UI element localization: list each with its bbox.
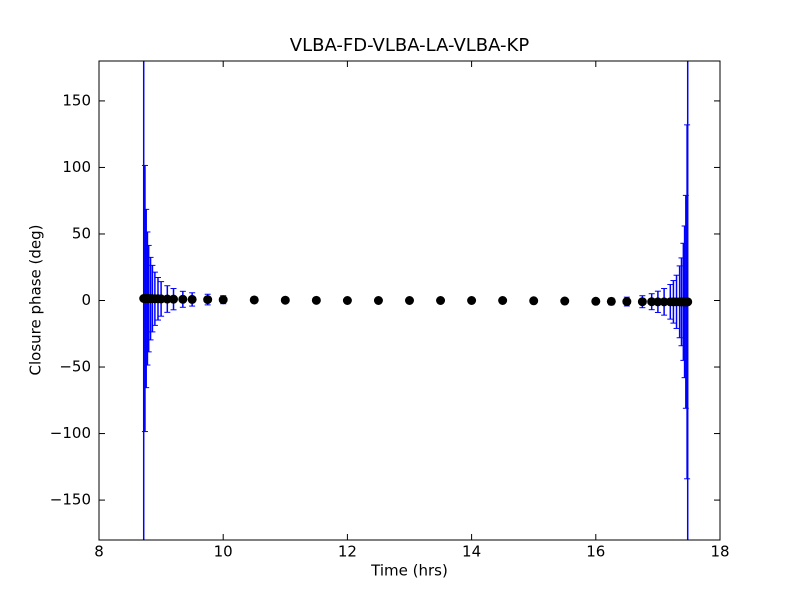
data-point <box>169 294 179 304</box>
data-point <box>529 296 539 306</box>
data-point <box>637 297 647 307</box>
data-point <box>280 295 290 305</box>
data-point <box>622 297 632 307</box>
data-point <box>373 296 383 305</box>
x-tick-label: 8 <box>94 543 104 561</box>
y-tick-label: −150 <box>50 491 91 509</box>
data-point <box>249 295 259 305</box>
data-point <box>405 296 414 305</box>
data-point <box>311 295 321 305</box>
data-point <box>560 296 570 306</box>
y-tick-label: −100 <box>50 424 91 442</box>
data-point <box>436 296 446 305</box>
x-tick-label: 16 <box>586 543 605 561</box>
y-tick-label: 0 <box>81 291 91 309</box>
data-point <box>606 296 616 306</box>
data-point <box>218 295 228 305</box>
x-tick-label: 14 <box>462 543 481 561</box>
data-point <box>467 296 477 305</box>
y-tick-label: 50 <box>72 224 91 242</box>
x-tick-label: 18 <box>710 543 729 561</box>
data-point <box>683 297 693 307</box>
y-tick-label: 100 <box>62 158 91 176</box>
plot-area <box>139 61 693 540</box>
data-point <box>178 294 188 304</box>
data-point <box>187 294 197 304</box>
data-point <box>203 295 213 305</box>
y-tick-label: 150 <box>62 91 91 109</box>
data-point <box>498 296 508 305</box>
x-tick-label: 12 <box>338 543 357 561</box>
x-tick-label: 10 <box>214 543 233 561</box>
y-axis-label: Closure phase (deg) <box>27 225 45 376</box>
y-tick-label: −50 <box>59 358 91 376</box>
x-axis-label: Time (hrs) <box>370 562 448 580</box>
chart-title: VLBA-FD-VLBA-LA-VLBA-KP <box>290 35 530 56</box>
data-point <box>342 296 352 305</box>
data-point <box>591 296 601 306</box>
